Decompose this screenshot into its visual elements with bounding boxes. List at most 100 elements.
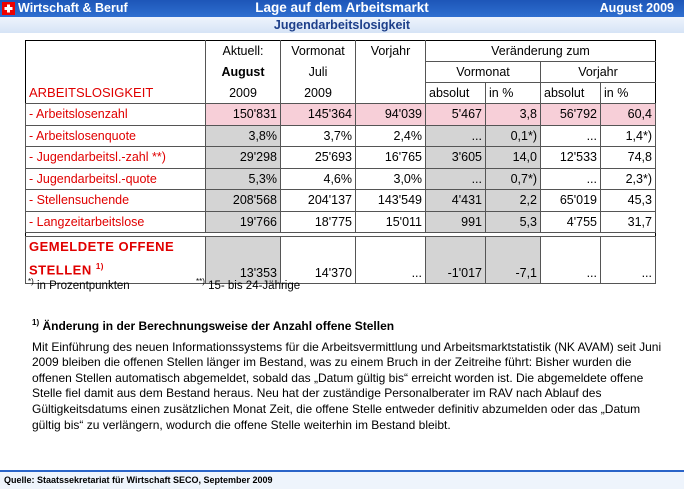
cell: 4'755	[540, 210, 601, 233]
cell: 60,4	[600, 103, 656, 126]
table-row: - Arbeitslosenzahl 150'831 145'364 94'039 5'…	[25, 103, 656, 126]
head-cell: in %	[485, 82, 541, 104]
cell: 74,8	[600, 146, 656, 169]
head-cell: absolut	[540, 82, 601, 104]
row-label-text: GEMELDETE OFFENE STELLEN	[29, 239, 175, 278]
table-row: - Langzeitarbeitslose 19'766 18'775 15'011 9…	[25, 210, 656, 233]
row-label: GEMELDETE OFFENE STELLEN 1)	[25, 235, 206, 285]
cell: 31,7	[600, 210, 656, 233]
cell: 14'370	[280, 235, 356, 285]
footnote-mark: **)	[196, 277, 205, 286]
cell: 45,3	[600, 189, 656, 212]
section: Wirtschaft & Beruf	[18, 1, 128, 15]
cell: 2,3*)	[600, 167, 656, 190]
table-row: - Jugendarbeitsl.-zahl **) 29'298 25'693 16…	[25, 146, 656, 169]
cell: 25'693	[280, 146, 356, 169]
cell: 0,1*)	[485, 124, 541, 147]
cell: 94'039	[355, 103, 426, 126]
cell: 3,0%	[355, 167, 426, 190]
head-cell: in %	[600, 82, 656, 104]
head-row: Aktuell: Vormonat Vorjahr Veränderung zu…	[26, 40, 656, 62]
cell: 65'019	[540, 189, 601, 212]
head-cell: 2009	[205, 82, 281, 104]
subtitle: Jugendarbeitslosigkeit	[0, 17, 684, 33]
head-cell: Vormonat	[280, 40, 356, 62]
head-row: August Juli Vormonat Vorjahr	[26, 61, 656, 83]
head-cell: August	[205, 61, 281, 83]
swiss-flag	[2, 2, 15, 15]
head-cell: Juli	[280, 61, 356, 83]
cell: ...	[425, 124, 486, 147]
note-mark: 1)	[32, 318, 40, 327]
cell: 5'467	[425, 103, 486, 126]
note: 1) Änderung in der Berechnungsweise der …	[32, 315, 664, 433]
footnote-text: in Prozentpunkten	[36, 279, 130, 292]
row-label: - Stellensuchende	[25, 189, 206, 212]
cell: ...	[540, 124, 601, 147]
cell: 3,8	[485, 103, 541, 126]
table-row: - Arbeitslosenquote 3,8% 3,7% 2,4%... 0,1*).…	[25, 124, 656, 147]
row-label: - Jugendarbeitsl.-quote	[25, 167, 206, 190]
cell: 15'011	[355, 210, 426, 233]
head-cell: Aktuell:	[205, 40, 281, 62]
cell: ...	[540, 235, 601, 285]
cell: 4'431	[425, 189, 486, 212]
section-label: ARBEITSLOSIGKEIT	[29, 85, 154, 101]
cell: -7,1	[485, 235, 541, 285]
cell: 145'364	[280, 103, 356, 126]
cell: 5,3	[485, 210, 541, 233]
footnote-text: 15- bis 24-Jährige	[208, 279, 301, 292]
source: Quelle: Staatssekretariat für Wirtschaft…	[0, 470, 684, 489]
note-heading: 1) Änderung in der Berechnungsweise der …	[32, 315, 664, 335]
table-row: - Stellensuchende 208'568 204'137 143'549 4'…	[25, 189, 656, 212]
cell: -1'017	[425, 235, 486, 285]
header-bar: Wirtschaft & Beruf Lage auf dem Arbeitsm…	[0, 0, 684, 17]
cell: 3,8%	[205, 124, 281, 147]
cell: 13'353	[205, 235, 281, 285]
cell: 3'605	[425, 146, 486, 169]
row-label: - Arbeitslosenzahl	[25, 103, 206, 126]
cell: 204'137	[280, 189, 356, 212]
note-heading-text: Änderung in der Berechnungsweise der Anz…	[42, 319, 395, 333]
cell: 0,7*)	[485, 167, 541, 190]
cell: 12'533	[540, 146, 601, 169]
cell: 18'775	[280, 210, 356, 233]
cell: 1,4*)	[600, 124, 656, 147]
row-label: - Langzeitarbeitslose	[25, 210, 206, 233]
table-row: - Jugendarbeitsl.-quote 5,3% 4,6% 3,0%... 0,…	[25, 167, 656, 190]
head-cell: 2009	[280, 82, 356, 104]
cell: 4,6%	[280, 167, 356, 190]
cell: 208'568	[205, 189, 281, 212]
head-row: ARBEITSLOSIGKEIT 2009 2009 absolut in % …	[25, 82, 656, 104]
note-text: Mit Einführung des neuen Informationssys…	[32, 339, 662, 432]
head-cell: absolut	[425, 82, 486, 104]
cell: 3,7%	[280, 124, 356, 147]
row-label-mark: 1)	[95, 262, 104, 271]
row-label: - Jugendarbeitsl.-zahl **)	[25, 146, 206, 169]
cell: 56'792	[540, 103, 601, 126]
cell: 2,2	[485, 189, 541, 212]
row-label: - Arbeitslosenquote	[25, 124, 206, 147]
cell: ...	[600, 235, 656, 285]
cell: 19'766	[205, 210, 281, 233]
cell: 29'298	[205, 146, 281, 169]
footnote: **) 15- bis 24-Jährige	[196, 277, 300, 292]
date: August 2009	[599, 1, 674, 15]
data-table: Aktuell: Vormonat Vorjahr Veränderung zu…	[25, 40, 656, 285]
head-cell: Vormonat	[425, 61, 541, 83]
cell: 143'549	[355, 189, 426, 212]
cell: 5,3%	[205, 167, 281, 190]
cell: 16'765	[355, 146, 426, 169]
total-row: GEMELDETE OFFENE STELLEN 1) 13'353 14'370.…	[25, 235, 656, 285]
cell: ...	[540, 167, 601, 190]
cell: ...	[425, 167, 486, 190]
head-cell: Vorjahr	[355, 40, 426, 62]
cell: 2,4%	[355, 124, 426, 147]
footnote-mark: *)	[28, 277, 34, 286]
footnote: *) in Prozentpunkten	[28, 277, 130, 292]
title: Lage auf dem Arbeitsmarkt	[255, 0, 429, 15]
cell: ...	[355, 235, 426, 285]
head-cell: Vorjahr	[540, 61, 656, 83]
cell: 14,0	[485, 146, 541, 169]
